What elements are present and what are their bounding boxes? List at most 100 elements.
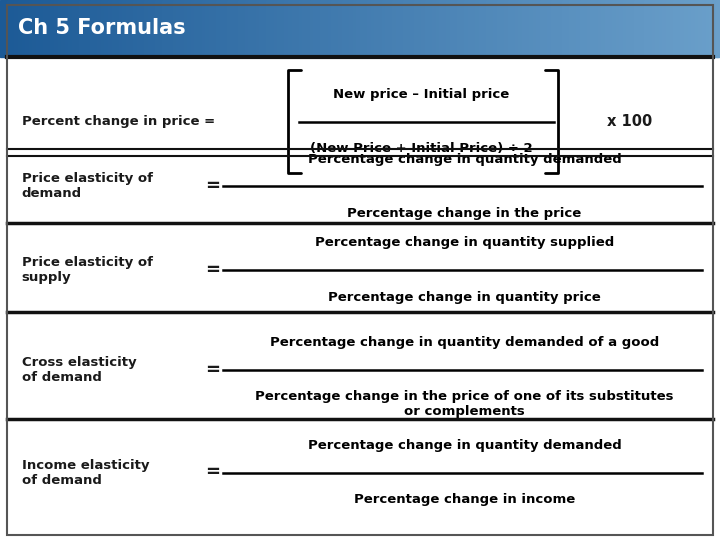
Bar (605, 0, 610, 57)
Bar (601, 0, 606, 57)
Bar (572, 0, 577, 57)
Bar (540, 0, 545, 57)
Bar (241, 0, 246, 57)
Bar (122, 0, 127, 57)
Text: =: = (205, 261, 220, 279)
Bar (360, 0, 365, 57)
Bar (227, 0, 232, 57)
Bar (61, 0, 66, 57)
Bar (580, 0, 585, 57)
Bar (47, 0, 52, 57)
Bar (565, 0, 570, 57)
Bar (472, 0, 477, 57)
Text: Percentage change in the price: Percentage change in the price (347, 207, 582, 220)
Bar (500, 0, 505, 57)
Bar (68, 0, 73, 57)
Bar (716, 0, 720, 57)
Bar (97, 0, 102, 57)
Bar (407, 0, 412, 57)
Bar (551, 0, 556, 57)
Bar (324, 0, 329, 57)
Bar (151, 0, 156, 57)
Bar (418, 0, 423, 57)
Bar (266, 0, 271, 57)
Bar (515, 0, 520, 57)
Bar (205, 0, 210, 57)
Bar (310, 0, 315, 57)
Bar (248, 0, 253, 57)
Bar (349, 0, 354, 57)
Bar (637, 0, 642, 57)
Bar (511, 0, 516, 57)
Bar (65, 0, 70, 57)
Bar (709, 0, 714, 57)
Bar (22, 0, 27, 57)
Bar (655, 0, 660, 57)
Bar (76, 0, 81, 57)
Bar (130, 0, 135, 57)
Bar (713, 0, 718, 57)
Bar (187, 0, 192, 57)
Bar (468, 0, 473, 57)
Bar (497, 0, 502, 57)
Bar (331, 0, 336, 57)
Bar (688, 0, 693, 57)
Bar (464, 0, 469, 57)
Text: New price – Initial price: New price – Initial price (333, 88, 509, 101)
Bar (299, 0, 304, 57)
Bar (374, 0, 379, 57)
Bar (576, 0, 581, 57)
Bar (101, 0, 106, 57)
Text: Price elasticity of
supply: Price elasticity of supply (22, 256, 153, 284)
Bar (90, 0, 95, 57)
Bar (263, 0, 268, 57)
Bar (443, 0, 448, 57)
Bar (274, 0, 279, 57)
Text: Percentage change in quantity price: Percentage change in quantity price (328, 291, 600, 303)
Bar (302, 0, 307, 57)
Bar (450, 0, 455, 57)
Bar (558, 0, 563, 57)
Bar (547, 0, 552, 57)
Bar (706, 0, 711, 57)
Bar (598, 0, 603, 57)
Bar (25, 0, 30, 57)
Bar (126, 0, 131, 57)
Bar (40, 0, 45, 57)
Bar (245, 0, 250, 57)
Bar (428, 0, 433, 57)
Bar (259, 0, 264, 57)
Bar (630, 0, 635, 57)
Bar (328, 0, 333, 57)
Bar (288, 0, 293, 57)
Bar (410, 0, 415, 57)
Bar (529, 0, 534, 57)
Bar (72, 0, 77, 57)
Bar (695, 0, 700, 57)
Bar (230, 0, 235, 57)
Bar (486, 0, 491, 57)
Text: Percent change in price =: Percent change in price = (22, 115, 215, 128)
Bar (202, 0, 207, 57)
Bar (659, 0, 664, 57)
Bar (140, 0, 145, 57)
Bar (148, 0, 153, 57)
Bar (191, 0, 196, 57)
Bar (684, 0, 689, 57)
Bar (641, 0, 646, 57)
Bar (680, 0, 685, 57)
Bar (371, 0, 376, 57)
Bar (533, 0, 538, 57)
Bar (475, 0, 480, 57)
Bar (115, 0, 120, 57)
Bar (608, 0, 613, 57)
Bar (454, 0, 459, 57)
Bar (482, 0, 487, 57)
Bar (176, 0, 181, 57)
Bar (317, 0, 322, 57)
Text: Percentage change in quantity demanded: Percentage change in quantity demanded (307, 439, 621, 452)
Bar (508, 0, 513, 57)
Bar (14, 0, 19, 57)
Bar (4, 0, 9, 57)
Bar (392, 0, 397, 57)
